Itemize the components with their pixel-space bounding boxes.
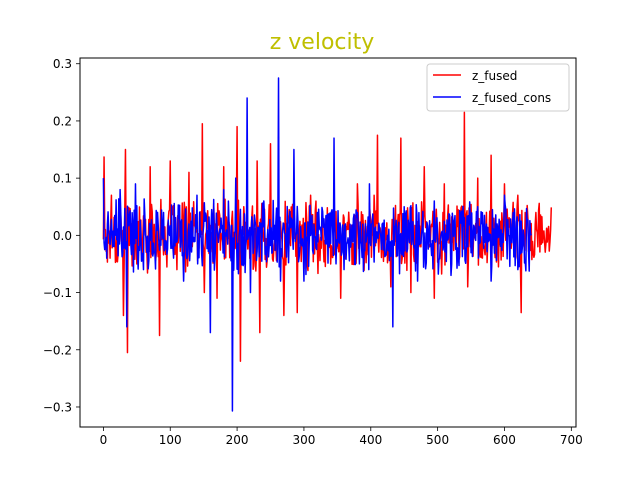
legend-box xyxy=(426,63,570,112)
legend-label-z-fused: z_fused xyxy=(472,69,517,83)
x-tick-label: 400 xyxy=(359,433,382,447)
x-tick-label: 500 xyxy=(426,433,449,447)
plot-frame xyxy=(79,57,577,428)
plot-lines xyxy=(102,77,553,412)
x-tick-label: 0 xyxy=(100,433,108,447)
legend-label-z-fused-cons: z_fused_cons xyxy=(472,91,551,105)
x-tick-label: 200 xyxy=(226,433,249,447)
x-axis: 0 100 200 300 400 500 600 700 xyxy=(100,427,583,447)
x-tick-label: 300 xyxy=(292,433,315,447)
chart-title: z velocity xyxy=(270,30,375,55)
y-tick-label: −0.1 xyxy=(43,286,72,300)
x-tick-label: 100 xyxy=(159,433,182,447)
y-tick-label: −0.3 xyxy=(43,400,72,414)
series-line-z-fused-cons xyxy=(102,77,532,412)
x-tick-label: 700 xyxy=(560,433,583,447)
x-tick-label: 600 xyxy=(493,433,516,447)
y-tick-label: 0.3 xyxy=(53,57,72,71)
y-tick-label: 0.2 xyxy=(53,114,72,128)
legend: z_fused z_fused_cons xyxy=(426,63,570,112)
y-tick-label: 0.0 xyxy=(53,229,72,243)
y-axis: −0.3 −0.2 −0.1 0.0 0.1 0.2 0.3 xyxy=(43,57,80,414)
y-tick-label: −0.2 xyxy=(43,343,72,357)
y-tick-label: 0.1 xyxy=(53,172,72,186)
